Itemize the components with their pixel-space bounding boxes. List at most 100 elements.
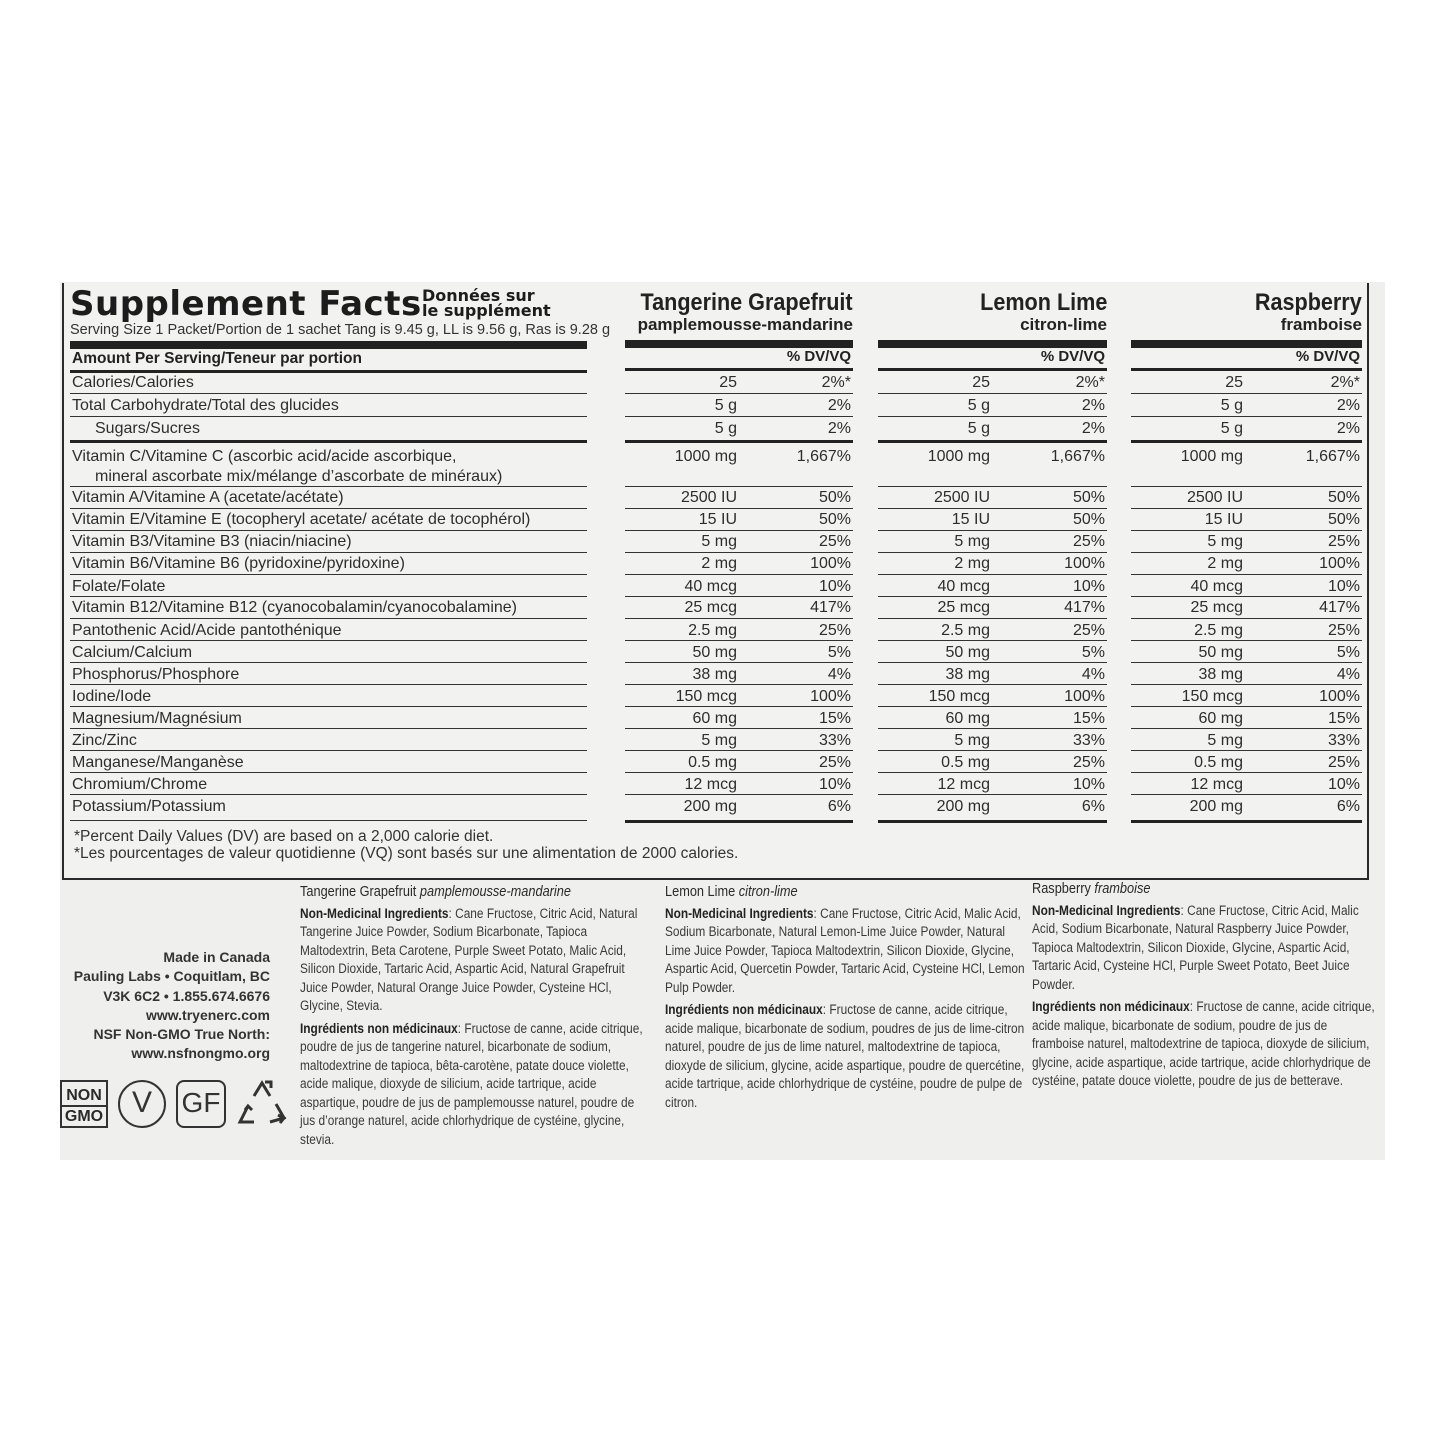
nutrient-label: Pantothenic Acid/Acide pantothénique xyxy=(72,622,342,639)
row-divider xyxy=(1131,393,1362,394)
nutrient-label: Vitamin B12/Vitamine B12 (cyanocobalamin… xyxy=(72,599,517,616)
nutrient-dv: 6% xyxy=(827,798,851,815)
nutrient-dv: 25% xyxy=(818,754,851,771)
nutrient-dv: 15% xyxy=(1327,710,1360,727)
nutrient-amount: 5 mg xyxy=(1207,732,1243,749)
nutrient-dv: 15% xyxy=(818,710,851,727)
row-divider xyxy=(625,794,853,795)
nutrient-dv: 50% xyxy=(1072,511,1105,528)
nutrient-dv: 25% xyxy=(1327,754,1360,771)
row-divider xyxy=(625,416,853,417)
nutrient-amount: 1000 mg xyxy=(927,448,990,465)
row-divider xyxy=(878,772,1107,773)
row-divider xyxy=(1131,794,1362,795)
divider xyxy=(625,340,853,348)
row-divider xyxy=(625,618,853,619)
footnote-en: *Percent Daily Values (DV) are based on … xyxy=(74,828,494,845)
nutrient-label: Vitamin A/Vitamine A (acetate/acétate) xyxy=(72,489,344,506)
ingredients-flavor: Lemon Lime citron-lime xyxy=(665,883,1025,902)
nutrient-dv: 2% xyxy=(827,420,851,437)
amount-per-serving: Amount Per Serving/Teneur par portion xyxy=(72,350,362,367)
ingredients-fr: Ingrédients non médicinaux: Fructose de … xyxy=(665,1001,1025,1112)
nutrient-dv: 10% xyxy=(1327,578,1360,595)
nutrient-amount: 15 IU xyxy=(698,511,737,528)
nutrient-dv: 4% xyxy=(1336,666,1360,683)
nutrient-dv: 10% xyxy=(1072,578,1105,595)
nutrient-amount: 38 mg xyxy=(945,666,990,683)
nutrient-amount: 25 mcg xyxy=(684,599,737,616)
row-divider xyxy=(1131,574,1362,575)
divider xyxy=(70,341,587,349)
divider xyxy=(878,368,1107,371)
nutrient-dv: 33% xyxy=(818,732,851,749)
nutrient-label: Total Carbohydrate/Total des glucides xyxy=(72,397,339,414)
nutrient-amount: 150 mcg xyxy=(675,688,737,705)
nutrient-dv: 2% xyxy=(1081,397,1105,414)
nutrient-dv: 25% xyxy=(1072,622,1105,639)
nutrient-dv: 50% xyxy=(818,511,851,528)
row-divider xyxy=(625,552,853,553)
nutrient-amount: 12 mcg xyxy=(684,776,737,793)
flavor-name-fr: citron-lime xyxy=(1020,315,1107,334)
nutrient-amount: 12 mcg xyxy=(937,776,990,793)
row-divider xyxy=(625,706,853,707)
row-divider xyxy=(878,596,1107,597)
ingredients-en-label: Non-Medicinal Ingredients xyxy=(665,905,814,921)
nutrient-label: Calories/Calories xyxy=(72,374,194,391)
nutrient-amount: 60 mg xyxy=(945,710,990,727)
title-fr-line1: Données sur xyxy=(422,286,535,305)
nutrient-amount: 50 mg xyxy=(945,644,990,661)
nutrient-amount: 50 mg xyxy=(692,644,737,661)
nutrient-amount: 38 mg xyxy=(692,666,737,683)
gluten-free-text: GF xyxy=(181,1087,221,1118)
row-divider xyxy=(1131,750,1362,751)
nutrient-dv: 50% xyxy=(1327,511,1360,528)
divider xyxy=(625,368,853,371)
row-divider xyxy=(1131,728,1362,729)
row-divider xyxy=(70,820,587,821)
row-divider xyxy=(70,684,587,685)
ingredients-block: Raspberry framboise Non-Medicinal Ingred… xyxy=(1032,880,1377,1091)
nutrient-label: Manganese/Manganèse xyxy=(72,754,244,771)
ingredients-fr-label: Ingrédients non médicinaux xyxy=(665,1002,823,1017)
row-divider xyxy=(70,530,587,531)
nutrient-amount: 50 mg xyxy=(1198,644,1243,661)
ingredients-block: Tangerine Grapefruit pamplemousse-mandar… xyxy=(300,883,650,1149)
flavor-name: Lemon Lime xyxy=(979,289,1107,316)
nutrient-amount: 150 mcg xyxy=(928,688,990,705)
nutrient-amount: 0.5 mg xyxy=(688,754,737,771)
nutrient-dv: 50% xyxy=(818,489,851,506)
nutrient-dv: 4% xyxy=(827,666,851,683)
nutrient-dv: 5% xyxy=(827,644,851,661)
row-divider xyxy=(1131,640,1362,641)
nutrient-amount: 60 mg xyxy=(692,710,737,727)
nutrient-dv: 10% xyxy=(818,776,851,793)
ingredients-en-text: : Cane Fructose, Citric Acid, Malic Acid… xyxy=(1032,902,1359,992)
row-divider xyxy=(1131,508,1362,509)
nutrient-dv: 2%* xyxy=(821,374,851,391)
ingredients-fr-label: Ingrédients non médicinaux xyxy=(300,1020,458,1036)
ingredients-en-text: : Cane Fructose, Citric Acid, Natural Ta… xyxy=(300,905,638,1014)
row-divider xyxy=(625,640,853,641)
nutrient-amount: 25 xyxy=(1225,374,1243,391)
nutrient-dv: 1,667% xyxy=(1305,448,1360,465)
nutrient-amount: 5 g xyxy=(1220,397,1243,414)
row-divider xyxy=(878,794,1107,795)
ingredients-fr-text: : Fructose de canne, acide citrique, pou… xyxy=(300,1020,643,1147)
nutrient-amount: 2 mg xyxy=(954,555,990,572)
row-divider xyxy=(1131,530,1362,531)
nutrient-label: Iodine/Iode xyxy=(72,688,152,705)
row-divider xyxy=(70,728,587,729)
nutrient-dv: 4% xyxy=(1081,666,1105,683)
row-divider xyxy=(625,728,853,729)
footnote-fr: *Les pourcentages de valeur quotidienne … xyxy=(74,845,739,862)
ingredients-flavor: Raspberry framboise xyxy=(1032,880,1377,899)
page-title: Supplement Facts xyxy=(70,284,422,324)
nutrient-dv: 2% xyxy=(827,397,851,414)
flavor: Raspberry xyxy=(1032,881,1091,897)
ingredients-fr: Ingrédients non médicinaux: Fructose de … xyxy=(1032,998,1377,1091)
row-divider xyxy=(70,440,587,443)
nutrient-amount: 12 mcg xyxy=(1190,776,1243,793)
row-divider xyxy=(70,416,587,417)
nutrient-amount: 2.5 mg xyxy=(1194,622,1243,639)
